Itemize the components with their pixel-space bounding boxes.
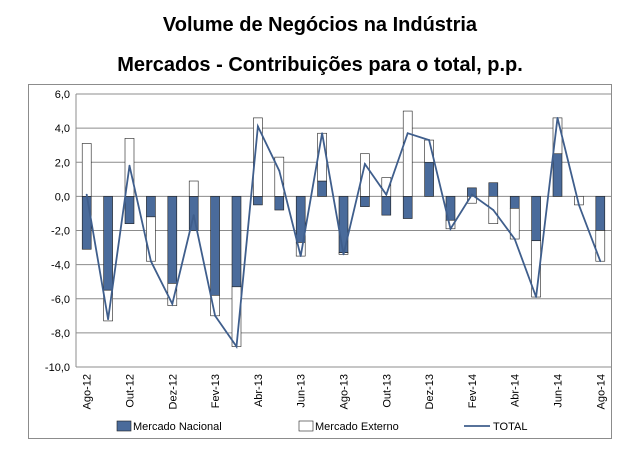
x-tick-label: Fev-13 — [210, 374, 222, 408]
legend-label-mercado-nacional: Mercado Nacional — [133, 421, 222, 433]
point-total — [578, 204, 580, 206]
x-tick-label: Out-12 — [125, 374, 137, 408]
point-total — [321, 132, 323, 135]
bar-mercado-externo — [402, 110, 413, 197]
bar-mercado-nacional — [253, 196, 263, 206]
y-tick-label: 4,0 — [55, 123, 70, 135]
point-total — [449, 227, 452, 230]
bar-mercado-nacional — [274, 196, 285, 211]
point-total — [535, 296, 537, 298]
point-total — [556, 116, 559, 119]
point-total — [171, 302, 174, 305]
x-tick-label: Jun-14 — [553, 374, 565, 408]
y-tick-label: -4,0 — [51, 260, 70, 272]
bar-mercado-nacional — [595, 196, 606, 231]
x-tick-label: Ago-13 — [339, 374, 351, 409]
point-total — [471, 193, 473, 196]
point-total — [342, 253, 345, 256]
x-tick-label: Dez-13 — [424, 374, 436, 409]
bar-mercado-externo — [274, 156, 285, 197]
x-tick-label: Abr-14 — [510, 374, 522, 407]
x-tick-label: Dez-12 — [167, 374, 179, 409]
bar-mercado-externo — [360, 153, 370, 197]
chart-title: Volume de Negócios na Indústria — [162, 14, 478, 36]
bar-mercado-nacional — [531, 196, 541, 242]
y-tick-label: -2,0 — [51, 226, 70, 238]
point-total — [107, 318, 109, 321]
point-total — [599, 260, 602, 263]
point-total — [299, 255, 302, 257]
y-tick-label: -8,0 — [51, 328, 70, 340]
point-total — [192, 214, 195, 217]
legend-swatch-mercado-externo — [298, 420, 314, 432]
bar-mercado-nacional — [210, 196, 220, 296]
bar-mercado-externo — [317, 132, 327, 182]
bar-mercado-nacional — [167, 196, 178, 284]
bar-mercado-nacional — [552, 153, 563, 197]
point-total — [492, 209, 495, 211]
x-tick-label: Out-13 — [381, 374, 393, 408]
point-total — [406, 132, 409, 135]
point-total — [278, 169, 281, 172]
legend-swatch-mercado-nacional — [116, 420, 132, 432]
legend-label-mercado-externo: Mercado Externo — [315, 421, 399, 433]
bar-mercado-nacional — [381, 196, 392, 216]
legend-label-total: TOTAL — [493, 421, 527, 433]
point-total — [428, 139, 430, 141]
y-tick-label: 6,0 — [55, 89, 70, 101]
bar-mercado-nacional — [424, 161, 434, 197]
point-total — [513, 238, 516, 240]
bar-mercado-externo — [103, 289, 113, 322]
bar-mercado-externo — [188, 180, 199, 197]
chart-subtitle: Mercados - Contribuições para o total, p… — [117, 54, 523, 76]
y-tick-label: 2,0 — [55, 157, 70, 169]
x-tick-label: Ago-14 — [595, 374, 607, 409]
bar-mercado-nacional — [402, 196, 413, 219]
bar-mercado-nacional — [488, 182, 499, 197]
point-total — [235, 345, 238, 348]
bar-mercado-nacional — [231, 196, 242, 288]
bar-mercado-externo — [253, 117, 263, 197]
x-tick-label: Ago-12 — [82, 374, 94, 409]
bar-mercado-nacional — [317, 180, 327, 197]
bar-mercado-externo — [595, 230, 606, 262]
y-tick-label: 0,0 — [55, 191, 70, 203]
bar-mercado-nacional — [103, 196, 113, 291]
point-total — [364, 163, 366, 165]
chart-frame — [28, 84, 612, 439]
bar-mercado-nacional — [81, 196, 92, 250]
point-total — [214, 314, 217, 317]
point-total — [85, 193, 88, 196]
x-tick-label: Jun-13 — [296, 374, 308, 408]
y-tick-label: -6,0 — [51, 294, 70, 306]
bar-mercado-nacional — [360, 196, 370, 207]
bar-mercado-externo — [81, 143, 92, 197]
x-tick-label: Abr-13 — [253, 374, 265, 407]
point-total — [128, 164, 131, 167]
bar-mercado-nacional — [146, 196, 156, 218]
x-tick-label: Fev-14 — [467, 374, 479, 408]
y-tick-label: -10,0 — [45, 362, 70, 374]
point-total — [257, 125, 259, 128]
point-total — [385, 193, 388, 196]
bar-mercado-externo — [146, 216, 156, 262]
bar-mercado-nacional — [509, 196, 520, 209]
bar-mercado-nacional — [124, 196, 135, 224]
point-total — [150, 260, 152, 263]
